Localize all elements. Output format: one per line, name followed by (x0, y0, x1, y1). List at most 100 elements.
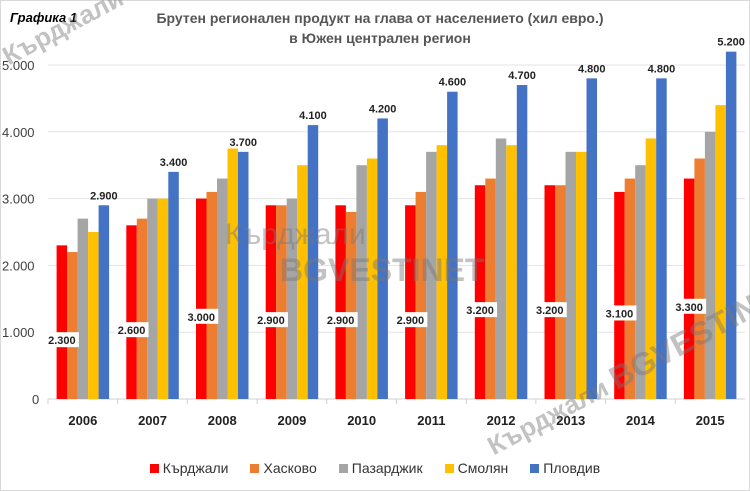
bar (98, 205, 110, 399)
bar (126, 225, 137, 399)
legend-item-kardzhali: Кърджали (149, 460, 228, 476)
bar (227, 148, 238, 399)
bar (506, 145, 517, 399)
bar (276, 205, 287, 399)
bar (136, 218, 148, 399)
bar (157, 198, 169, 399)
data-label: 2.600 (118, 325, 146, 337)
legend-label: Пловдив (543, 460, 601, 476)
bar (683, 178, 695, 399)
bar (725, 51, 737, 399)
legend-item-pazardzhik: Пазарджик (338, 460, 423, 476)
chart-title-line2: в Южен централен регион (289, 30, 471, 46)
bar (474, 185, 486, 399)
bar (565, 151, 576, 399)
bar (366, 158, 378, 399)
data-label: 2.900 (257, 315, 285, 327)
data-label: 4.200 (369, 103, 397, 115)
legend-label: Хасково (263, 460, 317, 476)
data-label: 2.900 (327, 315, 355, 327)
bar (196, 198, 207, 399)
y-tick-label: 5.000 (2, 58, 35, 73)
bar (307, 125, 319, 400)
x-tick-label: 2008 (208, 413, 237, 428)
data-label: 3.200 (536, 305, 564, 317)
bar (576, 151, 587, 399)
data-label-box (253, 312, 288, 328)
x-tick-label: 2012 (487, 413, 516, 428)
x-tick-label: 2010 (347, 413, 376, 428)
bar (168, 171, 179, 399)
y-tick-label: 4.000 (2, 125, 35, 140)
x-tick-label: 2013 (556, 413, 585, 428)
bar (645, 138, 657, 400)
legend-label: Смолян (457, 460, 509, 476)
legend-label: Пазарджик (351, 460, 423, 476)
bar (206, 191, 217, 399)
bar (436, 145, 448, 399)
data-label: 3.000 (187, 312, 215, 324)
y-tick-label: 2.000 (2, 258, 35, 273)
x-tick-label: 2011 (417, 413, 445, 428)
data-label-box (323, 312, 358, 328)
chart-title-line1: Брутен регионален продукт на глава от на… (156, 10, 604, 26)
legend-item-haskovo: Хасково (250, 460, 317, 476)
bar (345, 211, 357, 399)
bar (447, 91, 458, 399)
chart-title: Брутен регионален продукт на глава от на… (120, 8, 640, 48)
data-label-box (463, 302, 498, 318)
data-label: 4.800 (648, 63, 676, 75)
data-label: 3.300 (675, 302, 703, 314)
bar (405, 205, 416, 399)
bar (495, 138, 507, 400)
legend-swatch-icon (250, 463, 260, 473)
bar (147, 198, 158, 399)
data-label: 2.900 (90, 190, 118, 202)
legend-item-smolyan: Смолян (444, 460, 509, 476)
data-label-box (672, 298, 707, 314)
x-tick-label: 2014 (626, 413, 656, 428)
y-tick-label: 1.000 (2, 325, 35, 340)
figure-label: Графика 1 (10, 10, 78, 25)
data-label: 4.700 (508, 70, 536, 82)
bar (77, 218, 89, 399)
bar (656, 78, 667, 400)
bar (335, 205, 346, 399)
bar (485, 178, 496, 399)
bar (415, 191, 427, 399)
data-label: 2.300 (48, 335, 76, 347)
data-label: 4.600 (439, 77, 467, 89)
bar (67, 252, 78, 399)
data-label: 3.700 (229, 137, 257, 149)
bar (238, 151, 249, 399)
x-tick-label: 2009 (277, 413, 306, 428)
legend-swatch-icon (149, 463, 159, 473)
data-label: 3.100 (606, 308, 634, 320)
chart-legend: Кърджали Хасково Пазарджик Смолян Пловди… (0, 460, 750, 476)
data-label: 3.200 (466, 305, 494, 317)
data-label: 3.400 (160, 157, 188, 169)
bar (356, 165, 367, 399)
x-tick-label: 2015 (696, 413, 725, 428)
data-label-box (393, 312, 428, 328)
bar (715, 105, 726, 399)
y-tick-label: 3.000 (2, 192, 35, 207)
data-label-box (532, 302, 567, 318)
bar (586, 78, 597, 400)
data-label: 5.200 (717, 37, 745, 49)
bar (635, 165, 646, 399)
data-label: 2.900 (397, 315, 425, 327)
bar (624, 178, 636, 399)
legend-swatch-icon (338, 463, 348, 473)
bar (217, 178, 228, 399)
data-label-box (44, 332, 79, 348)
data-label: 4.800 (578, 63, 606, 75)
bar (377, 118, 388, 399)
legend-swatch-icon (530, 463, 540, 473)
bar (544, 185, 555, 399)
legend-swatch-icon (444, 463, 454, 473)
bar (555, 185, 566, 399)
bar (694, 158, 705, 399)
data-label-box (114, 322, 149, 338)
